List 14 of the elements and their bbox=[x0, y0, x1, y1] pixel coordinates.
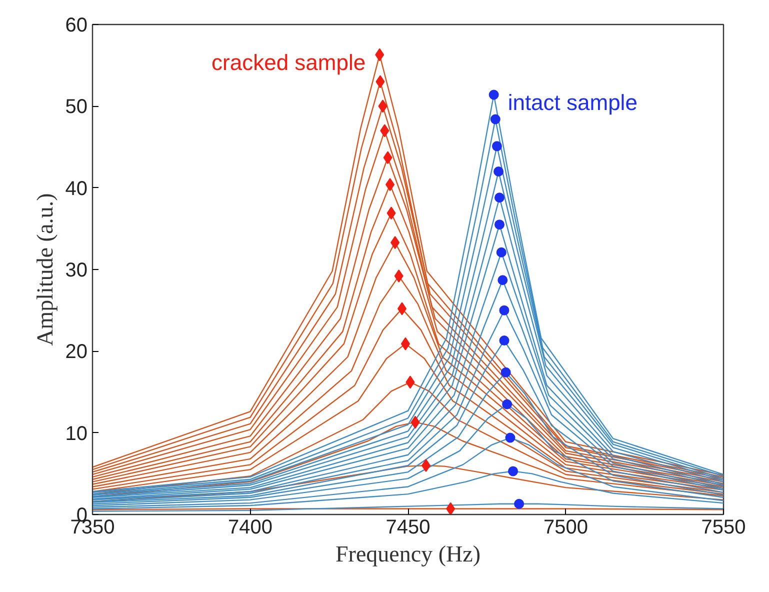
x-tick-label: 7400 bbox=[228, 516, 273, 538]
y-tick-label: 10 bbox=[65, 422, 88, 445]
x-tick-label: 7550 bbox=[701, 516, 746, 538]
x-tick-label: 7450 bbox=[386, 516, 430, 538]
x-axis-title: Frequency (Hz) bbox=[336, 542, 480, 566]
y-tick-label: 50 bbox=[65, 96, 88, 118]
y-axis-title: Amplitude (a.u.) bbox=[32, 193, 58, 346]
series-label: intact sample bbox=[508, 90, 638, 116]
y-tick-label: 60 bbox=[65, 14, 88, 36]
y-tick-label: 20 bbox=[65, 341, 88, 364]
series-label: cracked sample bbox=[212, 50, 366, 76]
x-tick-label: 7500 bbox=[544, 516, 588, 538]
y-tick-label: 40 bbox=[65, 178, 88, 200]
y-tick-label: 30 bbox=[65, 260, 88, 282]
